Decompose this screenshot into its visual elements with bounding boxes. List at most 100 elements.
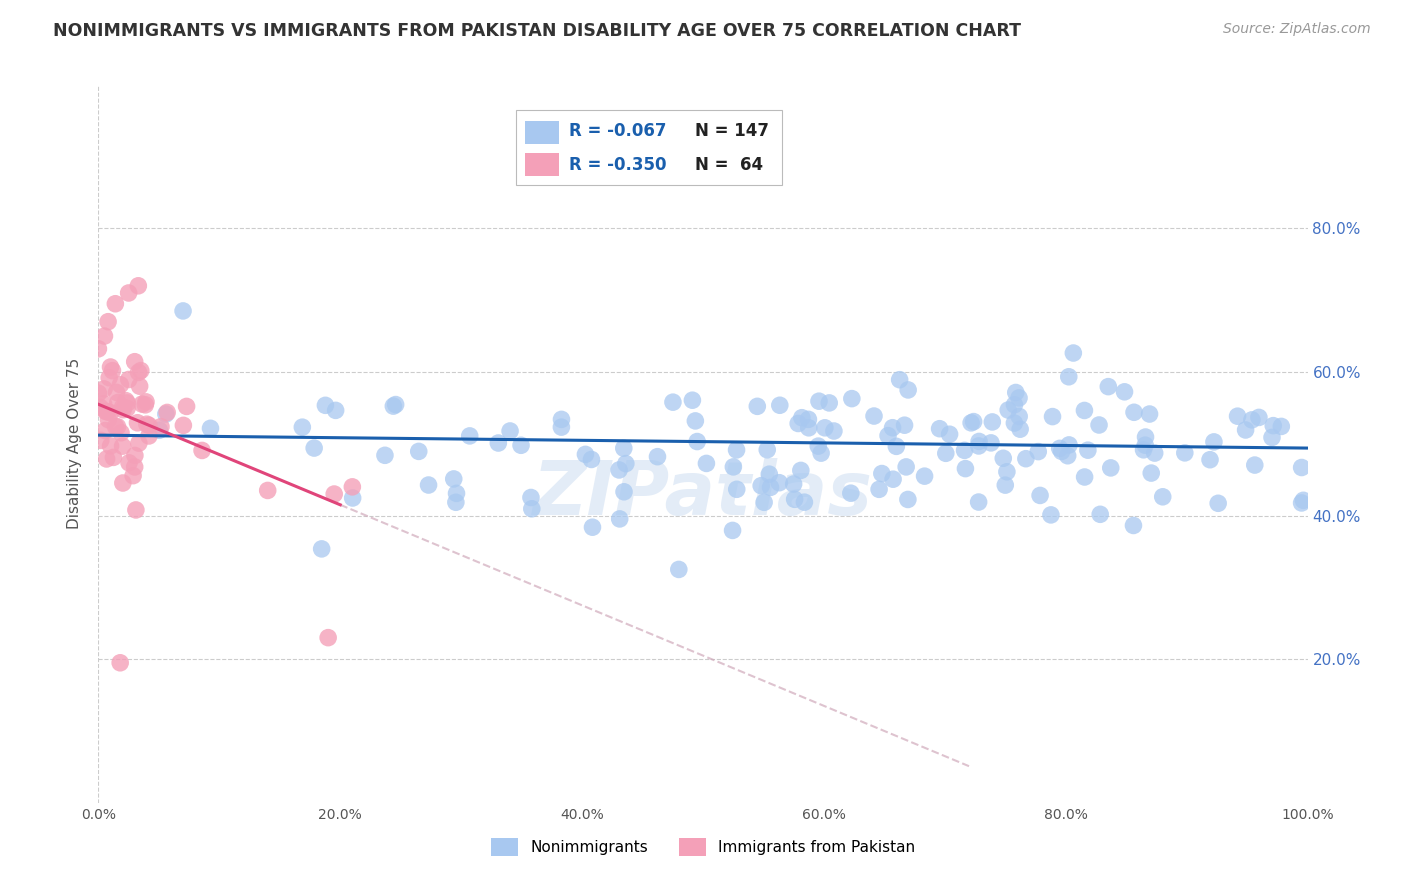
Point <box>769 398 792 412</box>
Point <box>148 423 170 437</box>
Point <box>1010 422 1032 436</box>
Point <box>935 446 957 460</box>
Point <box>1291 460 1313 475</box>
Point <box>967 439 990 453</box>
Point <box>105 385 128 400</box>
Point <box>1099 461 1122 475</box>
Point <box>444 495 467 509</box>
Text: N = 147: N = 147 <box>695 122 769 140</box>
Point <box>117 396 139 410</box>
Point <box>614 457 637 471</box>
Point <box>607 463 630 477</box>
Point <box>1008 409 1031 424</box>
Point <box>134 398 156 412</box>
Point <box>1029 488 1052 502</box>
Point <box>685 414 707 428</box>
Point <box>609 512 631 526</box>
Point <box>100 359 122 374</box>
Point <box>342 491 364 505</box>
FancyBboxPatch shape <box>526 153 560 176</box>
Point <box>129 363 152 377</box>
Point <box>752 495 775 509</box>
Point <box>128 365 150 379</box>
Point <box>1026 444 1049 458</box>
Point <box>176 400 198 414</box>
Point <box>1056 449 1078 463</box>
Point <box>1077 443 1099 458</box>
Point <box>581 520 603 534</box>
Point <box>111 439 134 453</box>
Point <box>995 465 1018 479</box>
Point <box>1292 493 1315 508</box>
Point <box>787 417 810 431</box>
Point <box>783 492 806 507</box>
Point <box>994 478 1017 492</box>
Point <box>316 631 339 645</box>
Point <box>384 398 406 412</box>
Point <box>150 419 173 434</box>
Point <box>111 475 134 490</box>
Point <box>790 463 813 477</box>
Point <box>98 370 121 384</box>
Point <box>1073 470 1095 484</box>
Point <box>1140 466 1163 480</box>
Point <box>408 444 430 458</box>
Point <box>886 439 908 453</box>
Point <box>1073 403 1095 417</box>
Point <box>104 297 127 311</box>
Point <box>1263 418 1285 433</box>
Point <box>200 421 222 435</box>
Point <box>681 393 703 408</box>
FancyBboxPatch shape <box>526 121 560 145</box>
Point <box>311 541 333 556</box>
Point <box>807 439 830 453</box>
Point <box>118 456 141 470</box>
Point <box>1002 416 1025 430</box>
Point <box>863 409 886 423</box>
Point <box>1050 444 1073 458</box>
Point <box>877 428 900 442</box>
Point <box>1097 379 1119 393</box>
Point <box>104 419 127 434</box>
Text: Source: ZipAtlas.com: Source: ZipAtlas.com <box>1223 22 1371 37</box>
Text: R = -0.350: R = -0.350 <box>569 156 666 174</box>
Point <box>122 468 145 483</box>
Point <box>103 450 125 465</box>
Point <box>1049 442 1071 456</box>
Point <box>967 495 990 509</box>
Point <box>1088 417 1111 432</box>
Point <box>550 412 572 426</box>
Point <box>125 503 148 517</box>
Point <box>967 434 990 449</box>
Point <box>443 472 465 486</box>
Point <box>938 427 960 442</box>
Text: ZIPatlas: ZIPatlas <box>533 458 873 531</box>
Point <box>418 478 440 492</box>
Point <box>96 452 118 467</box>
Point <box>89 400 111 414</box>
Point <box>725 483 748 497</box>
Point <box>870 467 893 481</box>
Point <box>807 394 830 409</box>
Point <box>797 412 820 426</box>
Point <box>1015 451 1038 466</box>
Point <box>953 443 976 458</box>
Point <box>1114 384 1136 399</box>
Point <box>382 399 405 413</box>
Point <box>581 452 603 467</box>
Point <box>314 398 336 412</box>
Point <box>124 449 146 463</box>
Point <box>256 483 278 498</box>
Point <box>302 441 325 455</box>
Point <box>893 418 915 433</box>
Point <box>695 457 717 471</box>
Point <box>93 382 115 396</box>
Point <box>955 461 977 475</box>
Point <box>1004 398 1026 412</box>
Point <box>841 392 863 406</box>
Point <box>191 443 214 458</box>
Point <box>520 491 543 505</box>
Point <box>1152 490 1174 504</box>
Point <box>782 477 804 491</box>
Point <box>980 435 1002 450</box>
